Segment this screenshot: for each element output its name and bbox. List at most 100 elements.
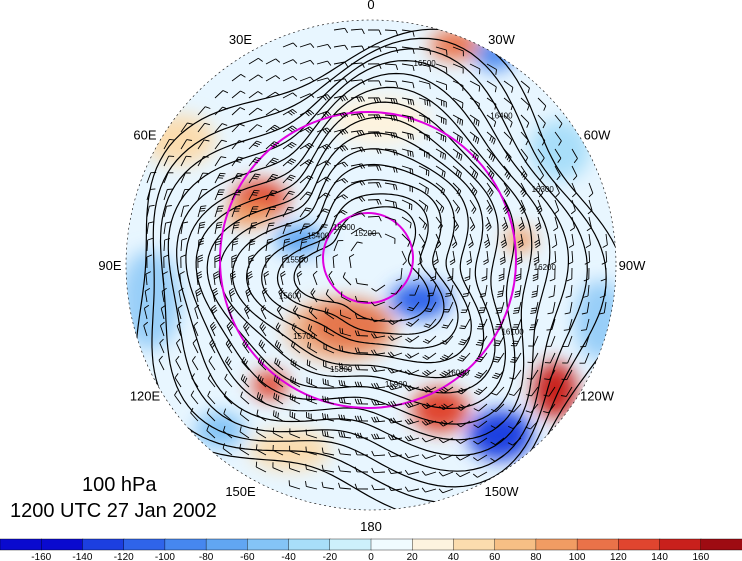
colorbar-bin-1: [41, 538, 84, 551]
map-disc: [126, 20, 616, 510]
wind-barb-143: [231, 156, 244, 167]
wind-barb-338: [355, 278, 369, 286]
wind-barb-314: [430, 267, 437, 282]
wind-barb-98: [299, 126, 315, 133]
wind-barb-276: [197, 237, 205, 252]
wind-barb-498: [371, 382, 386, 389]
wind-barb-474: [371, 366, 386, 372]
wind-barb-166: [180, 172, 191, 184]
wind-barb-164: [146, 172, 157, 184]
wind-barb-53: [282, 92, 298, 99]
wind-barb-66: [503, 97, 514, 111]
colorbar-bin-2: [82, 538, 125, 551]
wind-barb-375: [512, 301, 522, 314]
wind-barb-330: [229, 271, 237, 286]
wind-barb-531: [525, 403, 539, 413]
wind-barb-9: [350, 45, 365, 52]
wind-barb-565: [387, 434, 403, 441]
wind-barb-552: [508, 420, 522, 430]
wind-barb-467: [257, 357, 267, 371]
wind-barb-107: [452, 131, 463, 144]
wind-barb-555: [222, 425, 233, 439]
wind-barb-163: [571, 165, 578, 181]
wind-barb-61: [418, 97, 431, 107]
wind-barb-122: [299, 142, 314, 150]
colorbar-bin-15: [618, 538, 661, 551]
wind-barb-386: [227, 304, 235, 320]
wind-barb-406: [563, 318, 573, 331]
wind-barb-21: [333, 61, 349, 67]
wind-barb-387: [244, 304, 251, 320]
wind-barb-424: [405, 335, 420, 343]
wind-barb-413: [226, 321, 234, 337]
wind-barb-361: [278, 287, 284, 303]
wind-barb-480: [474, 369, 488, 379]
wind-barb-46: [486, 80, 497, 93]
wind-barb-423: [387, 335, 403, 341]
wind-barb-217: [587, 199, 593, 215]
wind-barb-75: [299, 109, 315, 117]
wind-barb-295: [550, 250, 557, 265]
colorbar-tick-7: -20: [323, 552, 338, 561]
wind-barb-590: [255, 461, 267, 473]
colorbar-tick-16: 160: [692, 552, 709, 561]
wind-barb-29: [469, 63, 481, 75]
wind-barb-130: [435, 148, 447, 160]
wind-barb-111: [520, 131, 529, 146]
wind-barb-232: [384, 216, 397, 226]
wind-barb-378: [564, 301, 573, 315]
wind-barb-349: [548, 284, 556, 298]
wind-barb-153: [401, 165, 414, 175]
wind-barb-410: [176, 321, 182, 337]
colorbar-bin-13: [535, 538, 578, 551]
wind-barb-613: [438, 488, 454, 494]
wind-barb-100: [333, 128, 349, 135]
wind-barb-601: [438, 471, 454, 477]
wind-barb-551: [490, 420, 505, 429]
colorbar-tick-0: -160: [31, 552, 51, 561]
wind-barb-288: [433, 250, 439, 266]
wind-barb-74: [282, 109, 297, 116]
wind-barb-401: [476, 318, 488, 330]
wind-barb-168: [214, 172, 226, 184]
wind-barb-506: [508, 386, 522, 396]
wind-barb-255: [316, 224, 328, 235]
wind-barb-539: [289, 411, 301, 422]
wind-barb-307: [282, 254, 288, 269]
colorbar-tick-2: -120: [114, 552, 134, 561]
wind-barb-435: [159, 338, 165, 354]
wind-barb-253: [282, 222, 293, 235]
wind-barb-260: [401, 233, 411, 247]
wind-barb-390: [292, 305, 301, 320]
valid-time-label: 1200 UTC 27 Jan 2002: [10, 500, 217, 522]
contour-line-13: [293, 206, 430, 322]
wind-barb-147: [299, 159, 314, 167]
wind-barb-463: [191, 356, 199, 371]
wind-barb-102: [367, 131, 382, 137]
wind-barb-242: [553, 216, 559, 232]
wind-barb-381: [143, 304, 150, 320]
wind-barb-376: [530, 301, 539, 315]
wind-barb-468: [274, 357, 284, 371]
wind-barb-541: [322, 413, 335, 422]
wind-barb-343: [445, 284, 454, 297]
colorbar-tick-5: -60: [240, 552, 255, 561]
wind-barb-48: [520, 80, 530, 94]
wind-barb-39: [367, 80, 382, 86]
wind-barb-548: [438, 419, 454, 427]
wind-barb-511: [190, 390, 199, 405]
wind-barb-291: [483, 250, 489, 265]
wind-barb-521: [354, 398, 369, 405]
wind-barb-31: [231, 74, 246, 82]
wind-barb-469: [290, 358, 301, 371]
wind-barb-515: [256, 392, 267, 405]
wind-barb-513: [223, 391, 233, 405]
contour-line-8: [218, 132, 496, 394]
wind-barb-128: [401, 148, 414, 158]
wind-barb-207: [418, 199, 429, 212]
wind-barb-220: [180, 205, 190, 218]
wind-barb-221: [197, 205, 207, 218]
wind-barb-233: [401, 216, 412, 229]
wind-barb-57: [350, 96, 365, 103]
wind-barb-227: [299, 207, 312, 218]
